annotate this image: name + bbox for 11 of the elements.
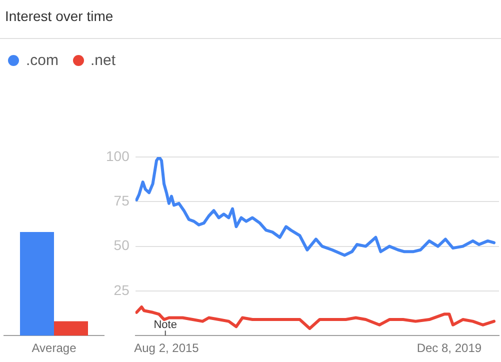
legend-label: .com [26,52,59,69]
x-tick-label: Average [32,341,77,356]
annotation: Note [154,319,177,332]
y-tick-label: 50 [114,237,130,254]
y-tick-label: 75 [114,192,130,209]
chart-title: Interest over time [5,8,114,24]
legend-label: .net [90,52,116,69]
y-tick-label: 100 [106,148,130,164]
x-tick-label: Aug 2, 2015 [134,341,200,356]
x-tick-label: Dec 8, 2019 [416,341,482,356]
y-tick-label: 25 [114,282,130,298]
